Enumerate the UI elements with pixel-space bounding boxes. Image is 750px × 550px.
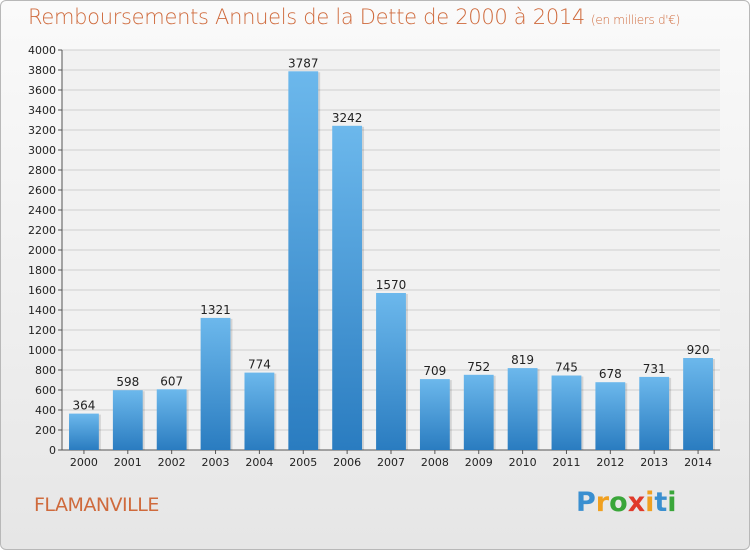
logo-letter: i (667, 487, 677, 518)
x-tick-label: 2011 (552, 456, 580, 469)
bar (332, 125, 363, 451)
data-label: 1570 (376, 278, 407, 292)
x-tick-label: 2012 (596, 456, 624, 469)
y-tick-label: 3800 (28, 64, 56, 77)
x-tick-label: 2005 (289, 456, 317, 469)
bar (551, 375, 582, 450)
data-label: 920 (687, 343, 710, 357)
x-tick-label: 2010 (509, 456, 537, 469)
bar (639, 376, 670, 450)
y-tick-label: 3600 (28, 84, 56, 97)
x-tick-label: 2009 (465, 456, 493, 469)
bar (463, 374, 494, 450)
y-tick-label: 2400 (28, 204, 56, 217)
data-label: 598 (116, 375, 139, 389)
data-label: 3242 (332, 111, 363, 125)
bar (595, 382, 626, 450)
y-tick-label: 2200 (28, 224, 56, 237)
logo-letter: r (595, 487, 610, 518)
y-tick-label: 4000 (28, 44, 56, 57)
y-tick-label: 2600 (28, 184, 56, 197)
data-label: 709 (423, 364, 446, 378)
data-label: 1321 (200, 303, 231, 317)
x-tick-label: 2004 (245, 456, 273, 469)
data-label: 3787 (288, 56, 319, 70)
data-label: 731 (643, 362, 666, 376)
y-tick-label: 3000 (28, 144, 56, 157)
bar (376, 293, 406, 450)
bar (200, 317, 231, 450)
y-tick-label: 1800 (28, 264, 56, 277)
y-tick-label: 2000 (28, 244, 56, 257)
y-tick-label: 0 (49, 444, 56, 457)
x-tick-label: 2001 (114, 456, 142, 469)
commune-name: FLAMANVILLE (34, 494, 159, 516)
y-tick-label: 3200 (28, 124, 56, 137)
logo-letter: x (627, 487, 646, 518)
logo-letter: i (645, 487, 655, 518)
x-tick-label: 2007 (377, 456, 405, 469)
y-tick-label: 1400 (28, 304, 56, 317)
chart-title: Remboursements Annuels de la Dette de 20… (28, 5, 680, 29)
data-label: 745 (555, 361, 578, 375)
y-tick-label: 2800 (28, 164, 56, 177)
bar (288, 71, 319, 451)
x-tick-label: 2008 (421, 456, 449, 469)
x-tick-label: 2002 (158, 456, 186, 469)
y-tick-label: 200 (35, 424, 56, 437)
bar (244, 372, 275, 450)
bar (683, 358, 713, 450)
y-tick-label: 1000 (28, 344, 56, 357)
x-tick-label: 2003 (202, 456, 230, 469)
chart-title-text: Remboursements Annuels de la Dette de 20… (28, 5, 585, 29)
y-tick-label: 400 (35, 404, 56, 417)
x-tick-label: 2006 (333, 456, 361, 469)
logo-letter: o (609, 487, 628, 518)
logo-letter: P (576, 487, 596, 518)
proxiti-logo: Proxiti (576, 487, 677, 518)
data-label: 607 (160, 374, 183, 388)
y-tick-label: 1600 (28, 284, 56, 297)
data-label: 364 (72, 399, 95, 413)
y-tick-label: 800 (35, 364, 56, 377)
x-tick-label: 2014 (684, 456, 712, 469)
data-label: 774 (248, 358, 271, 372)
bar (112, 390, 143, 450)
bar (507, 368, 538, 450)
data-label: 678 (599, 367, 622, 381)
bar (69, 413, 99, 450)
data-label: 752 (467, 360, 490, 374)
y-tick-label: 600 (35, 384, 56, 397)
x-tick-label: 2013 (640, 456, 668, 469)
data-label: 819 (511, 353, 534, 367)
y-tick-label: 1200 (28, 324, 56, 337)
bar (156, 389, 187, 450)
logo-letter: t (654, 487, 668, 518)
chart-subtitle: (en milliers d'€) (591, 13, 681, 27)
y-tick-label: 3400 (28, 104, 56, 117)
bar (419, 379, 450, 450)
x-tick-label: 2000 (70, 456, 98, 469)
